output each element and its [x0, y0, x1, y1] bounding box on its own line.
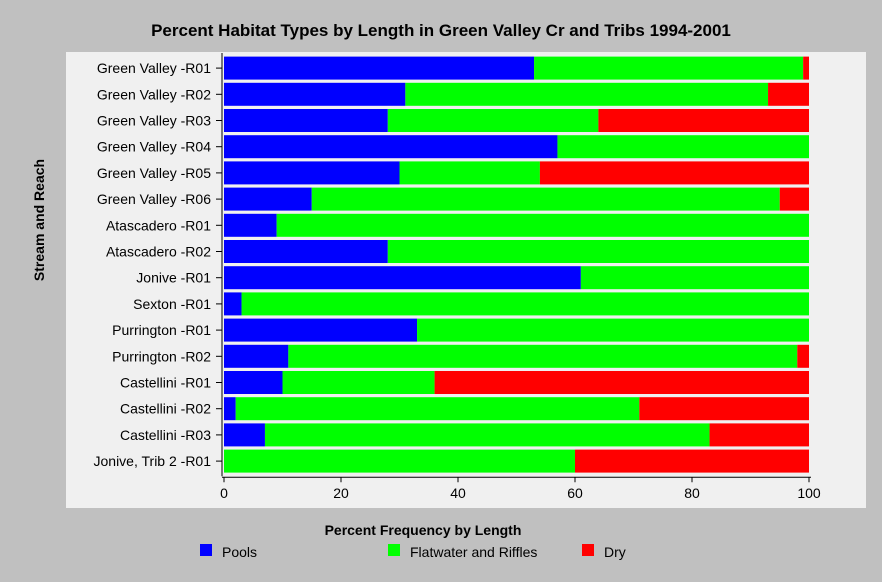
bar-dry-12: [434, 371, 809, 394]
bar-dry-1: [768, 82, 809, 106]
y-tick-label: Atascadero -R02: [106, 244, 211, 260]
bar-pools-1: [224, 82, 406, 106]
bar-dry-0: [803, 56, 809, 80]
bar-flatwater-and-riffles-13: [235, 397, 640, 421]
bar-pools-12: [224, 371, 283, 394]
bar-flatwater-and-riffles-5: [311, 187, 780, 211]
bars-group: [224, 56, 810, 473]
bar-pools-11: [224, 344, 289, 368]
legend-swatch-flatwater-and-riffles: [388, 544, 400, 556]
chart-title: Percent Habitat Types by Length in Green…: [151, 21, 731, 40]
bar-dry-2: [598, 109, 809, 132]
axes-group: Green Valley -R01 Green Valley -R02 Green …: [94, 53, 821, 501]
y-tick-label: Castellini -R01: [120, 375, 211, 391]
y-tick-label: Atascadero -R01: [106, 217, 211, 233]
y-tick-label: Green Valley -R05: [97, 165, 211, 181]
bar-flatwater-and-riffles-4: [399, 161, 540, 185]
legend-label-flatwater-and-riffles: Flatwater and Riffles: [410, 544, 537, 560]
bar-pools-0: [224, 56, 535, 80]
bar-dry-14: [709, 423, 809, 447]
bar-dry-11: [797, 344, 809, 368]
y-tick-label: Green Valley -R04: [97, 139, 211, 155]
bar-pools-14: [224, 423, 265, 447]
bar-pools-3: [224, 135, 558, 159]
y-tick-label: Purrington -R02: [112, 348, 211, 364]
x-tick-label: 20: [333, 485, 349, 501]
bar-pools-4: [224, 161, 400, 185]
bar-flatwater-and-riffles-11: [288, 344, 798, 368]
bar-flatwater-and-riffles-9: [241, 292, 810, 316]
y-tick-label: Green Valley -R06: [97, 191, 211, 207]
x-tick-label: 40: [450, 485, 466, 501]
bar-flatwater-and-riffles-6: [276, 213, 809, 237]
legend-swatch-pools: [200, 544, 212, 556]
y-tick-label: Sexton -R01: [133, 296, 211, 312]
y-tick-label: Castellini -R03: [120, 427, 211, 443]
y-tick-label: Purrington -R01: [112, 322, 211, 338]
bar-dry-13: [639, 397, 809, 421]
bar-flatwater-and-riffles-14: [264, 423, 710, 447]
y-tick-label: Castellini -R02: [120, 401, 211, 417]
y-axis-label: Stream and Reach: [31, 159, 47, 281]
x-tick-label: 80: [684, 485, 700, 501]
bar-flatwater-and-riffles-7: [387, 240, 809, 263]
bar-flatwater-and-riffles-12: [282, 371, 435, 394]
bar-flatwater-and-riffles-3: [557, 135, 809, 159]
x-tick-label: 60: [567, 485, 583, 501]
y-tick-label: Jonive -R01: [136, 270, 211, 286]
bar-pools-10: [224, 318, 418, 342]
bar-pools-13: [224, 397, 236, 421]
bar-pools-5: [224, 187, 312, 211]
y-tick-label: Green Valley -R03: [97, 113, 211, 129]
bar-flatwater-and-riffles-10: [417, 318, 809, 342]
y-tick-label: Jonive, Trib 2 -R01: [94, 453, 212, 469]
bar-flatwater-and-riffles-15: [224, 449, 575, 473]
bar-flatwater-and-riffles-0: [534, 56, 804, 80]
legend-label-pools: Pools: [222, 544, 257, 560]
x-tick-label: 100: [797, 485, 821, 501]
bar-dry-5: [779, 187, 809, 211]
x-tick-label: 0: [220, 485, 228, 501]
bar-flatwater-and-riffles-8: [580, 266, 809, 290]
bar-dry-15: [575, 449, 809, 473]
y-tick-label: Green Valley -R01: [97, 60, 211, 76]
legend: Pools Flatwater and Riffles Dry: [200, 544, 626, 560]
legend-swatch-dry: [582, 544, 594, 556]
bar-pools-6: [224, 213, 277, 237]
bar-flatwater-and-riffles-1: [405, 82, 769, 106]
bar-pools-8: [224, 266, 581, 290]
y-tick-label: Green Valley -R02: [97, 86, 211, 102]
bar-pools-7: [224, 240, 388, 263]
bar-pools-2: [224, 109, 388, 132]
bar-pools-9: [224, 292, 242, 316]
bar-flatwater-and-riffles-2: [387, 109, 599, 132]
bar-dry-4: [539, 161, 809, 185]
x-axis-label: Percent Frequency by Length: [325, 522, 522, 538]
legend-label-dry: Dry: [604, 544, 626, 560]
